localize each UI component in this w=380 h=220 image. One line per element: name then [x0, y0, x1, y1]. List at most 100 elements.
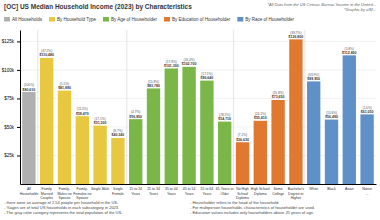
tick-label-line: Asian [345, 187, 354, 191]
bars [22, 39, 374, 184]
legend-swatch [164, 17, 170, 22]
tick-label-line: Female [112, 192, 124, 196]
share-label: (17.8%) [166, 60, 177, 64]
share-label: (15.8%) [148, 80, 159, 84]
tick: Single Male [91, 187, 109, 191]
tick: $25k [4, 153, 20, 158]
data-labels: $80,610(100%)$110,480(47.2%)$81,890(5.5%… [23, 31, 374, 142]
grid-line [20, 155, 376, 156]
tick-label-line: Years [185, 192, 194, 196]
tick-label-line: Households [20, 192, 39, 196]
value-label: $126,800 [289, 35, 304, 39]
tick-label: FamilyMarriedCouples [40, 187, 53, 199]
value-label: $73,650 [272, 95, 285, 99]
x-axis: AllHouseholdsFamilyMarriedCouples Family-… [20, 185, 377, 200]
tick-label-line: Years [202, 192, 211, 196]
axis-line [20, 31, 21, 185]
tick-label-line: Diploma [236, 196, 249, 200]
share-label: (2.0%) [362, 106, 371, 110]
tick-label-line: ... [366, 192, 369, 196]
bar [147, 88, 160, 184]
footnote: - Householder refers to the head of the … [190, 200, 315, 215]
tick: SingleFemale [112, 187, 124, 195]
tick-label-line: Couples [40, 196, 53, 200]
tick: Native... [362, 187, 372, 195]
bar [325, 120, 338, 184]
tick-label-line: Older [220, 192, 229, 196]
tick-label: Family-Females noSpouse [73, 187, 91, 199]
tick: Family-Males noSpouse [57, 187, 71, 199]
tick-label: Family-Males noSpouse [57, 187, 71, 199]
share-label: (8.7%) [113, 129, 122, 133]
tick-label: 65 Years orOlder [216, 187, 235, 195]
share-label: (17.1%) [201, 72, 212, 76]
share-label: (11.5%) [77, 107, 88, 111]
tick: 55 to 64Years [201, 187, 214, 195]
bar [200, 81, 213, 184]
bar [182, 67, 195, 184]
grid-line [20, 98, 376, 99]
tick-label: 35 to 44Years [165, 187, 178, 195]
source-note: *Graphic by u/M... [344, 7, 376, 12]
value-label: $56,850 [129, 115, 142, 119]
tick: $50k [4, 125, 20, 130]
bar [111, 138, 124, 184]
tick-label-line: Years [131, 192, 140, 196]
bar [307, 81, 320, 184]
value-label: $83,780 [147, 84, 160, 88]
value-label: $110,480 [39, 53, 53, 57]
tick-label-line: College [272, 192, 284, 196]
tick-mark [17, 41, 20, 42]
tick-label: 45 to 54Years [183, 187, 196, 195]
value-label: $101,300 [164, 64, 179, 68]
value-label: $56,490 [325, 115, 338, 119]
share-label: (5.5%) [60, 82, 69, 86]
value-label: $59,470 [76, 112, 89, 116]
share-label: (16.4%) [184, 58, 195, 62]
tick-label: $50k [4, 125, 15, 130]
tick: High SchoolDiploma [251, 187, 270, 195]
share-label: (47.2%) [41, 49, 52, 53]
legend-swatch [237, 17, 243, 22]
tick: $100k [2, 68, 20, 73]
share-label: (28.5%) [219, 113, 230, 117]
bar [22, 92, 35, 184]
value-label: $36,630 [236, 138, 249, 142]
tick: $125k [2, 39, 20, 44]
group-separator [233, 30, 234, 184]
legend-label: By Household Type [57, 17, 96, 22]
tick-label-line: Black [327, 187, 336, 191]
tick: SomeCollege [272, 187, 284, 195]
bar [271, 100, 284, 184]
bar [58, 91, 71, 184]
tick-label: Single Male [91, 187, 109, 191]
tick: No HighSchoolDiploma [236, 187, 249, 199]
tick-label: SingleFemale [112, 187, 124, 195]
tick-label: AllHouseholds [20, 187, 39, 195]
tick-label-line: Higher [291, 196, 302, 200]
group-separator [126, 30, 127, 184]
tick: 65 Years orOlder [216, 187, 235, 195]
tick: 25 to 34Years [147, 187, 160, 195]
tick-label: 15 to 24Years [129, 187, 142, 195]
value-label: $90,640 [201, 76, 214, 80]
value-label: $51,200 [94, 121, 107, 125]
grid [20, 41, 376, 155]
bar [165, 68, 178, 184]
tick-label: High SchoolDiploma [251, 187, 270, 195]
legend-item: By Race of Householder [237, 17, 294, 22]
tick-label-line: Spouse [59, 196, 71, 200]
tick-label-line: Single Male [91, 187, 109, 191]
legend-label: All Households [12, 17, 43, 22]
tick: 35 to 44Years [165, 187, 178, 195]
tick: $75k [4, 96, 20, 101]
share-label: (63.9%) [308, 73, 319, 77]
tick-mark [17, 98, 20, 99]
tick-label-line: Spouse [76, 196, 88, 200]
value-label: $40,340 [112, 133, 125, 137]
title: [OC] US Median Household Income (2023) b… [4, 3, 192, 11]
tick-label: Bachelor'sDegree orHigher [288, 187, 305, 199]
value-label: $55,410 [254, 116, 267, 120]
bar [289, 39, 302, 184]
share-label: (25.8%) [273, 91, 284, 95]
